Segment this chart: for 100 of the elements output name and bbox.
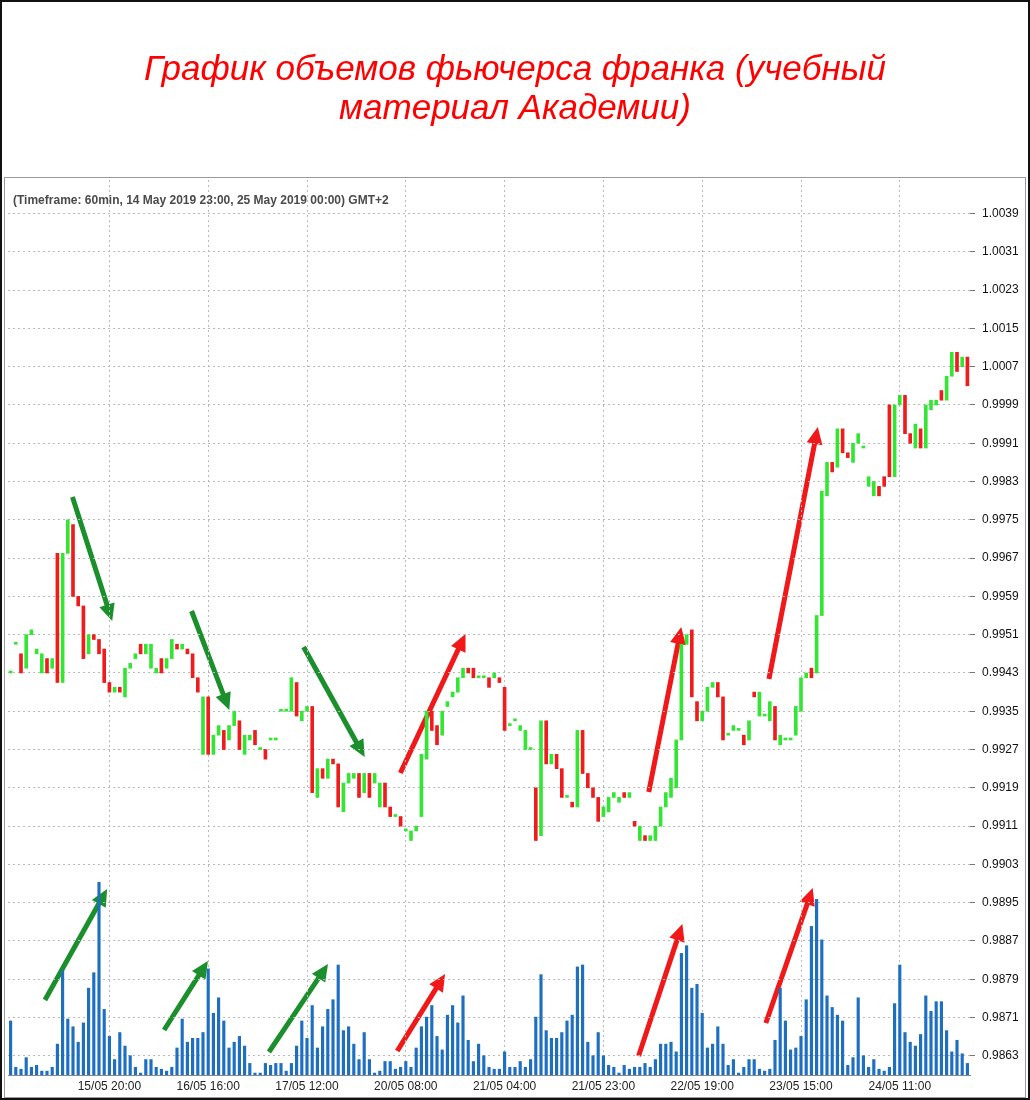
y-tick-label: 1.0007: [982, 358, 1020, 373]
bar: [503, 1051, 507, 1075]
bar: [55, 1043, 59, 1075]
bar: [601, 1055, 605, 1075]
bar: [726, 1065, 730, 1075]
text: (Timeframe: 60min, 14 May 2019 23:00, 25 May 2019 00:00) GMT+2: [13, 193, 389, 207]
y-tick-label: 0.9911: [982, 818, 1019, 833]
bar: [40, 1070, 44, 1075]
bar: [248, 1063, 252, 1075]
bar: [846, 1065, 850, 1075]
bar: [362, 1032, 366, 1075]
bar: [950, 1051, 954, 1075]
bar: [440, 1049, 444, 1075]
bar: [835, 1014, 839, 1075]
bar: [534, 1016, 538, 1075]
candlestick: [19, 653, 23, 674]
bar: [76, 1041, 80, 1075]
bar: [908, 1041, 912, 1075]
bar: [669, 1041, 673, 1075]
bar: [497, 1068, 501, 1075]
bar: [253, 1072, 257, 1075]
bar: [461, 995, 465, 1075]
bar: [919, 1034, 923, 1075]
bar: [861, 1055, 865, 1075]
bar: [549, 1038, 553, 1075]
bar: [804, 999, 808, 1075]
y-tick-label: 0.9895: [982, 895, 1020, 910]
bar: [627, 1068, 631, 1075]
x-tick-label: 20/05 08:00: [374, 1078, 438, 1093]
bar: [61, 970, 65, 1075]
bar: [435, 1036, 439, 1075]
bar: [24, 1057, 28, 1075]
bar: [66, 1018, 70, 1075]
bar: [404, 1061, 408, 1075]
bar: [622, 1065, 626, 1075]
bar: [211, 1012, 215, 1075]
bar: [300, 1020, 304, 1075]
bar: [399, 1066, 403, 1075]
bar: [809, 926, 813, 1075]
bar: [721, 1043, 725, 1075]
candlestick: [955, 351, 959, 372]
bar: [295, 1045, 299, 1075]
bar: [638, 1066, 642, 1075]
bar: [383, 1061, 387, 1075]
y-tick-label: 1.0023: [982, 282, 1020, 297]
bar: [820, 939, 824, 1075]
bar: [555, 1038, 559, 1075]
bar: [789, 1049, 793, 1075]
x-tick-label: 17/05 12:00: [275, 1078, 340, 1093]
bar: [523, 1066, 527, 1075]
bar: [513, 1066, 517, 1075]
bar: [269, 1065, 273, 1075]
bar: [711, 1043, 715, 1075]
bar: [191, 1038, 195, 1075]
bar: [877, 1068, 881, 1075]
y-tick-label: 0.9983: [982, 473, 1020, 488]
bar: [939, 1001, 943, 1075]
bar: [180, 1018, 184, 1075]
bar: [170, 1066, 174, 1075]
candlestick: [86, 634, 91, 655]
bar: [633, 1066, 637, 1075]
bar: [315, 1047, 319, 1075]
bar: [144, 1059, 148, 1075]
bar: [965, 1063, 969, 1075]
bar: [825, 995, 829, 1075]
y-tick-label: 1.0031: [982, 244, 1020, 259]
bar: [575, 966, 579, 1075]
bar: [695, 983, 699, 1075]
y-tick-label: 1.0039: [982, 205, 1020, 220]
bar: [856, 997, 860, 1075]
bar: [289, 1063, 293, 1075]
bar: [747, 1059, 751, 1075]
bar: [430, 1005, 434, 1075]
bar: [451, 1005, 455, 1075]
bar: [367, 1059, 371, 1075]
bar: [414, 1047, 418, 1075]
bar: [321, 1026, 325, 1075]
bar: [757, 1068, 761, 1075]
bar: [544, 1030, 548, 1075]
bar: [945, 1030, 949, 1075]
bar: [123, 1045, 127, 1075]
bar: [700, 1012, 704, 1075]
candlestick: [221, 729, 226, 751]
bar: [815, 899, 819, 1075]
bar: [841, 1020, 845, 1075]
bar: [331, 999, 335, 1075]
bar: [690, 987, 694, 1075]
bar: [482, 1055, 486, 1075]
bar: [357, 1059, 361, 1075]
bar: [887, 1066, 891, 1075]
bar: [768, 1068, 772, 1075]
bar: [679, 953, 683, 1075]
bar: [664, 1043, 668, 1075]
bar: [352, 1043, 356, 1075]
y-tick-label: 0.9919: [982, 780, 1020, 795]
bar: [159, 1068, 163, 1075]
bar: [674, 1051, 678, 1075]
y-tick-label: 0.9927: [982, 741, 1020, 756]
bar: [794, 1047, 798, 1075]
bar: [425, 1016, 429, 1075]
